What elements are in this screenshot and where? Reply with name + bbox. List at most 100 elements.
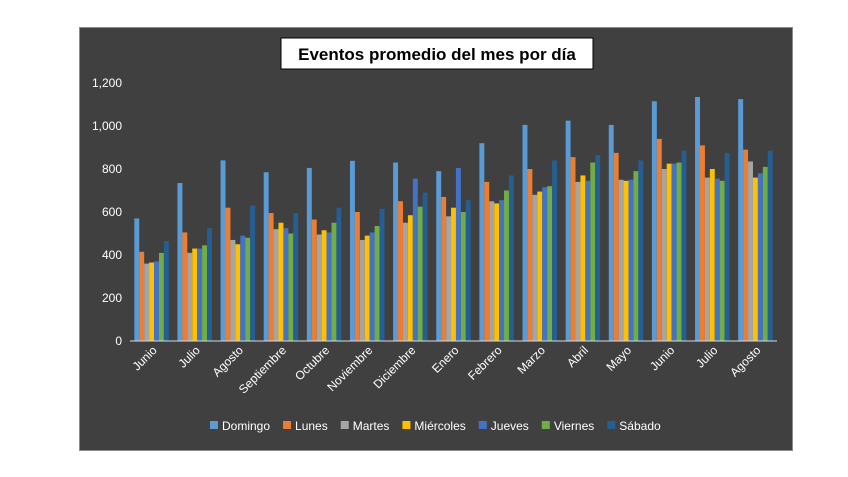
legend: Domingo Lunes Martes Miércoles Jueves Viernes…: [210, 419, 661, 433]
bar-sábado: [379, 208, 385, 341]
bar-viernes: [762, 166, 768, 341]
bar-jueves: [757, 173, 763, 341]
bar-miércoles: [192, 248, 198, 341]
bar-viernes: [202, 245, 208, 341]
bar-sábado: [724, 152, 730, 342]
bar-martes: [489, 201, 495, 341]
bar-lunes: [613, 152, 619, 342]
bar-lunes: [354, 212, 360, 341]
bar-miércoles: [364, 235, 370, 341]
bar-miércoles: [235, 244, 241, 341]
bar-sábado: [293, 213, 299, 341]
bar-sábado: [552, 160, 558, 341]
bar-viernes: [719, 180, 725, 341]
bar-miércoles: [580, 175, 586, 341]
bar-martes: [144, 263, 150, 341]
bar-miércoles: [149, 262, 155, 341]
bar-domingo: [651, 101, 657, 341]
bar-miércoles: [752, 177, 758, 341]
bar-viernes: [245, 237, 251, 341]
bar-domingo: [695, 96, 700, 341]
bar-lunes: [398, 201, 403, 341]
x-tick-label: Septiembre: [236, 343, 290, 397]
bar-martes: [532, 194, 538, 341]
bar-sábado: [767, 150, 773, 341]
bar-lunes: [527, 169, 533, 341]
bar-lunes: [311, 219, 317, 341]
bar-miércoles: [278, 222, 284, 341]
bar-viernes: [158, 252, 164, 341]
bar-lunes: [225, 207, 231, 341]
bar-miércoles: [407, 215, 413, 341]
bar-martes: [402, 222, 408, 341]
bar-jueves: [714, 178, 720, 341]
bar-domingo: [436, 171, 442, 341]
bar-lunes: [699, 145, 705, 341]
bar-lunes: [484, 181, 490, 341]
bar-viernes: [417, 206, 423, 342]
bar-lunes: [656, 138, 662, 341]
legend-item: Jueves: [478, 419, 529, 433]
bar-miércoles: [494, 203, 500, 341]
legend-item: Miércoles: [402, 419, 466, 433]
bar-domingo: [306, 167, 312, 341]
bar-viernes: [288, 233, 294, 341]
bar-viernes: [504, 190, 509, 341]
bar-domingo: [738, 99, 744, 342]
legend-item: Martes: [340, 419, 389, 433]
bar-sábado: [207, 228, 212, 342]
bar-sábado: [595, 155, 601, 341]
x-tick-label: Julio: [175, 343, 203, 371]
bar-sábado: [336, 207, 342, 341]
bar-lunes: [743, 149, 749, 341]
bar-jueves: [499, 200, 505, 341]
bar-lunes: [268, 213, 274, 341]
bar-lunes: [182, 232, 188, 341]
x-tick-label: Agosto: [727, 343, 764, 380]
y-tick-label: 200: [102, 291, 122, 305]
bar-lunes: [441, 196, 447, 341]
bar-miércoles: [537, 191, 543, 341]
y-tick-label: 400: [102, 248, 122, 262]
bar-jueves: [585, 180, 591, 341]
x-tick-label: Febrero: [465, 343, 505, 383]
bar-sábado: [250, 205, 256, 341]
bar-martes: [273, 229, 279, 341]
y-tick-label: 1,200: [92, 76, 122, 90]
bar-jueves: [628, 179, 634, 341]
bar-miércoles: [321, 230, 327, 341]
bar-sábado: [638, 160, 644, 341]
bar-viernes: [374, 225, 380, 341]
legend-swatch: [283, 421, 292, 429]
bar-martes: [187, 252, 193, 341]
bar-domingo: [393, 162, 399, 341]
bar-martes: [704, 177, 710, 341]
bar-jueves: [197, 248, 203, 341]
bar-domingo: [134, 218, 140, 341]
bar-jueves: [671, 163, 677, 342]
bar-miércoles: [623, 180, 629, 341]
legend-label: Viernes: [554, 419, 594, 433]
bar-domingo: [349, 160, 355, 341]
bar-viernes: [633, 171, 639, 341]
x-tick-label: Julio: [693, 343, 721, 371]
bar-jueves: [240, 235, 246, 341]
bar-martes: [230, 239, 236, 341]
x-tick-label: Enero: [429, 343, 462, 376]
x-tick-label: Junio: [130, 343, 160, 373]
y-axis: 0 200 400 600 800 1,000 1,200: [92, 76, 122, 348]
legend-label: Lunes: [295, 419, 328, 433]
chart-title: Eventos promedio del mes por día: [280, 37, 594, 70]
bar-jueves: [326, 232, 332, 341]
legend-swatch: [541, 421, 550, 429]
legend-label: Jueves: [491, 419, 529, 433]
x-tick-label: Marzo: [514, 343, 548, 377]
bar-domingo: [608, 124, 614, 341]
bar-martes: [575, 181, 581, 341]
bar-martes: [316, 234, 322, 341]
bar-lunes: [570, 157, 576, 341]
bar-domingo: [522, 124, 528, 341]
y-tick-label: 600: [102, 205, 122, 219]
x-tick-label: Junio: [647, 343, 677, 373]
